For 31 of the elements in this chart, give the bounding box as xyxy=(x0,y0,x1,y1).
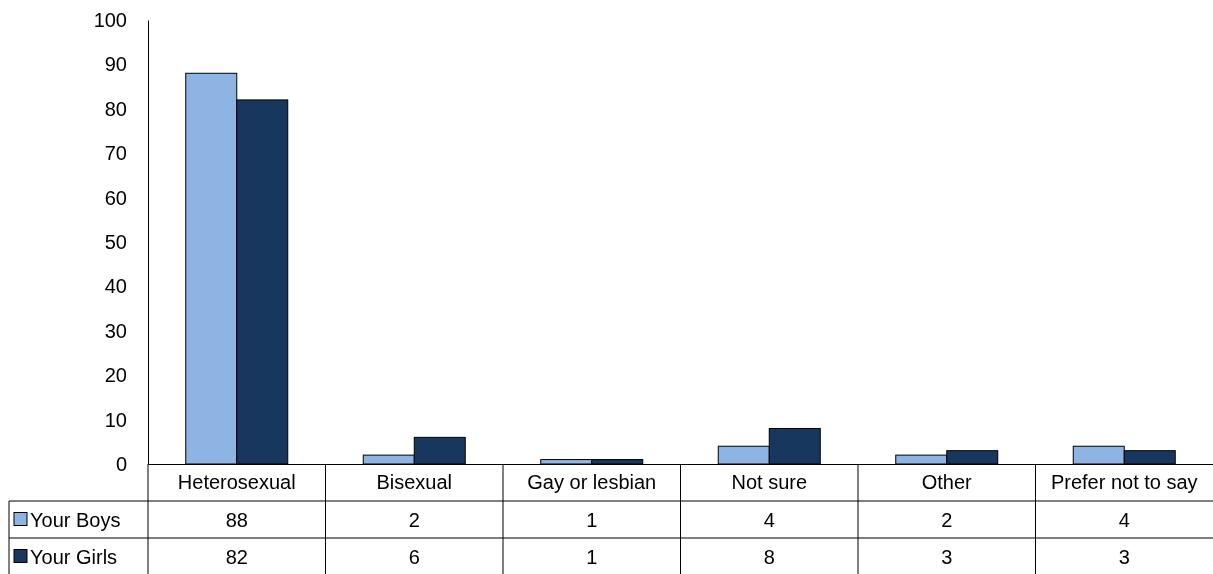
y-tick-label: 50 xyxy=(104,230,127,253)
y-tick-label: 40 xyxy=(104,275,127,298)
legend-label: Your Girls xyxy=(30,545,118,568)
data-label: 3 xyxy=(1118,545,1130,568)
data-label: 3 xyxy=(941,545,953,568)
y-tick-label: 90 xyxy=(104,53,127,76)
data-label: 1 xyxy=(586,508,598,531)
y-tick-label: 0 xyxy=(115,452,127,475)
x-tick-label: Gay or lesbian xyxy=(527,471,657,494)
y-tick-label: 60 xyxy=(104,186,127,209)
y-tick-label: 80 xyxy=(104,97,127,120)
x-tick-label: Not sure xyxy=(731,471,808,494)
data-label: 6 xyxy=(408,545,420,568)
y-tick-label: 20 xyxy=(104,364,127,387)
y-tick-label: 100 xyxy=(93,8,127,31)
x-tick-label: Heterosexual xyxy=(177,471,296,494)
data-label: 4 xyxy=(763,508,775,531)
data-label: 4 xyxy=(1118,508,1130,531)
data-label: 2 xyxy=(941,508,953,531)
data-label: 88 xyxy=(225,508,248,531)
data-label: 2 xyxy=(408,508,420,531)
y-tick-label: 30 xyxy=(104,319,127,342)
x-tick-label: Bisexual xyxy=(376,471,453,494)
data-label: 82 xyxy=(225,545,248,568)
x-tick-label: Prefer not to say xyxy=(1050,471,1198,494)
data-label: 8 xyxy=(763,545,775,568)
legend-label: Your Boys xyxy=(30,508,121,531)
x-tick-label: Other xyxy=(921,471,973,494)
y-tick-label: 70 xyxy=(104,142,127,165)
data-label: 1 xyxy=(586,545,598,568)
y-tick-label: 10 xyxy=(104,408,127,431)
